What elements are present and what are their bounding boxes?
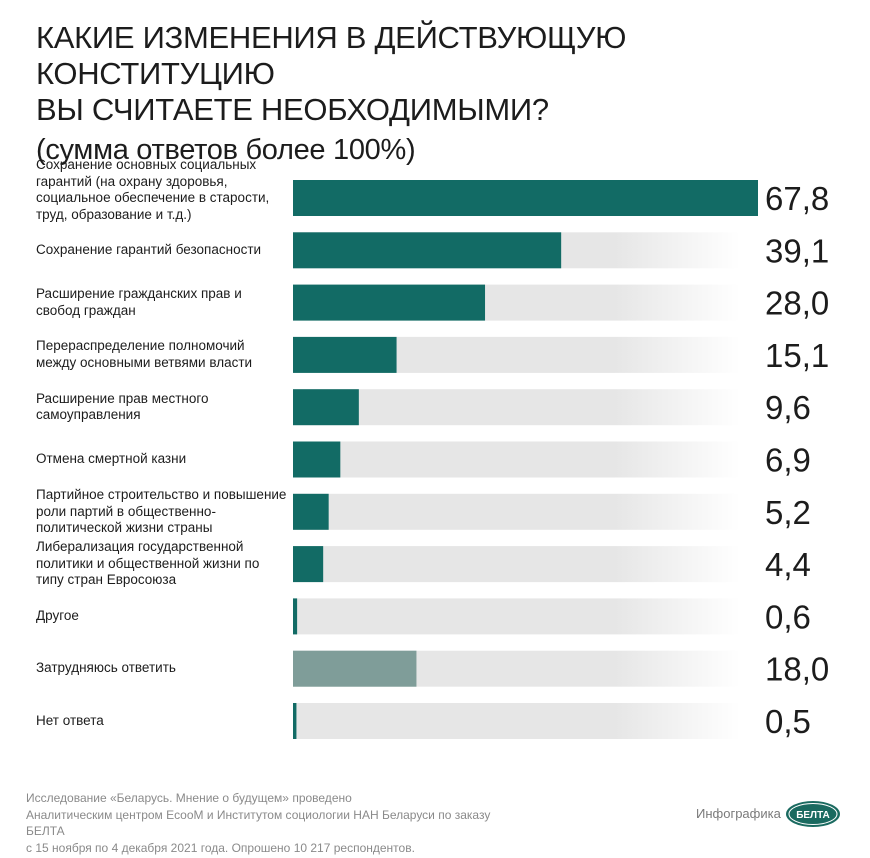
bar-track [293, 598, 740, 635]
category-label-line: Партийное строительство и повышение [36, 487, 287, 503]
bar [293, 493, 329, 530]
bar-value-label: 67,8 [765, 180, 829, 217]
bar-value-label: 39,1 [765, 232, 829, 269]
bar [293, 180, 758, 216]
category-label-line: Перераспределение полномочий [36, 338, 245, 354]
category-label: Сохранение основных социальных гарантий (… [36, 157, 291, 223]
bar-value-label: 6,9 [765, 442, 811, 479]
category-label-line: Расширение прав местного [36, 390, 209, 406]
bar-value-label: 0,6 [765, 598, 811, 635]
bar-track [293, 441, 740, 478]
bar [293, 598, 298, 635]
bar-value-label: 18,0 [765, 651, 829, 688]
bar [293, 232, 562, 269]
category-label-line: труд, образование и т.д.) [36, 206, 192, 222]
bar [293, 336, 397, 373]
bar-value-label: 28,0 [765, 285, 829, 322]
category-label-line: свобод граждан [36, 302, 136, 318]
category-label-line: политической жизни страны [36, 520, 213, 536]
category-label: Либерализация государственной политики и … [36, 539, 291, 589]
bar-chart: 67,8 39,1 28,0 15,1 9,6 6,9 5,2 4,4 0,6 18,0 0,5 [293, 180, 829, 740]
category-label-line: Сохранение гарантий безопасности [36, 242, 262, 258]
title-line-1: КАКИЕ ИЗМЕНЕНИЯ В ДЕЙСТВУЮЩУЮ КОНСТИТУЦИ… [36, 20, 627, 91]
belta-logo: БЕЛТА [786, 801, 840, 827]
category-label-line: Нет ответа [36, 712, 104, 728]
title-line-2: ВЫ СЧИТАЕТЕ НЕОБХОДИМЫМИ? [36, 92, 549, 127]
category-label-line: гарантий (на охрану здоровья, [36, 173, 228, 189]
source-line-2: Аналитическим центром EcooM и Институтом… [26, 807, 491, 839]
category-label-line: Отмена смертной казни [36, 451, 187, 467]
category-label-line: Сохранение основных социальных [36, 157, 257, 172]
category-label-line: между основными ветвями власти [36, 354, 253, 370]
title-note: (сумма ответов более 100%) [36, 134, 416, 166]
source-line-3: с 15 ноября по 4 декабря 2021 года. Опро… [26, 840, 415, 855]
category-label-line: Либерализация государственной [36, 539, 244, 555]
infographic-credit: Инфографика [696, 806, 781, 821]
bar-value-label: 9,6 [765, 389, 811, 426]
bar [293, 441, 341, 478]
bar [293, 389, 359, 426]
bar-track [293, 493, 740, 530]
bar [293, 284, 486, 321]
category-label: Нет ответа [36, 713, 291, 730]
bar-track [293, 546, 740, 583]
category-label-line: социальное обеспечение в старости, [36, 190, 270, 205]
bar-value-label: 0,5 [765, 703, 811, 740]
category-label: Затрудняюсь ответить [36, 660, 291, 677]
source-note: Исследование «Беларусь. Мнение о будущем… [26, 790, 496, 856]
category-label-line: политики и общественной жизни по [36, 555, 260, 571]
category-label-line: Затрудняюсь ответить [36, 660, 176, 676]
bar [293, 650, 417, 687]
category-label: Отмена смертной казни [36, 451, 291, 468]
source-line-1: Исследование «Беларусь. Мнение о будущем… [26, 791, 352, 805]
bar-track [293, 703, 740, 739]
category-label: Расширение прав местного самоуправления [36, 391, 291, 424]
category-label: Расширение гражданских прав и свобод граж… [36, 286, 291, 319]
logo-wordmark: БЕЛТА [796, 810, 830, 821]
bar-value-label: 4,4 [765, 546, 811, 583]
category-label: Партийное строительство и повышение роли … [36, 487, 291, 537]
category-label-line: типу стран Евросоюза [36, 572, 177, 588]
bar-track [293, 389, 740, 426]
bar [293, 703, 297, 739]
category-label-line: Другое [36, 608, 79, 624]
category-label: Сохранение гарантий безопасности [36, 242, 291, 259]
chart-title: КАКИЕ ИЗМЕНЕНИЯ В ДЕЙСТВУЮЩУЮ КОНСТИТУЦИ… [36, 20, 836, 168]
bar [293, 546, 324, 583]
category-label: Перераспределение полномочий между основн… [36, 338, 291, 371]
category-label-line: роли партий в общественно- [36, 503, 216, 519]
bar-value-label: 5,2 [765, 494, 811, 531]
category-label: Другое [36, 608, 291, 625]
category-label-line: Расширение гражданских прав и [36, 286, 242, 302]
category-label-line: самоуправления [36, 407, 141, 423]
bar-value-label: 15,1 [765, 337, 829, 374]
